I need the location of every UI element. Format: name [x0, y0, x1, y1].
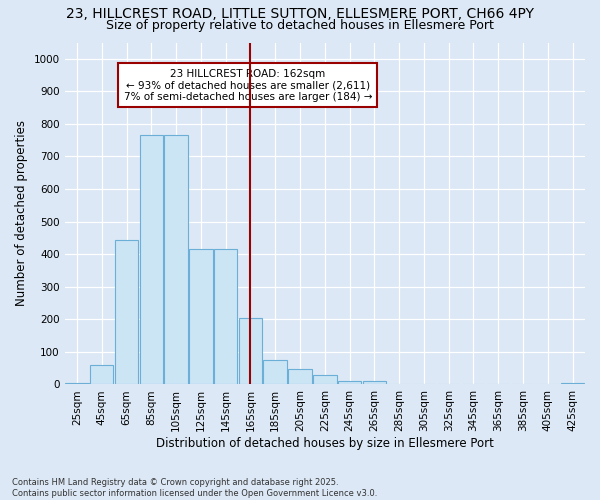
Bar	[115, 240, 138, 384]
Text: Contains HM Land Registry data © Crown copyright and database right 2025.
Contai: Contains HM Land Registry data © Crown c…	[12, 478, 377, 498]
Bar	[362, 381, 386, 384]
Bar	[65, 383, 89, 384]
Bar	[189, 250, 212, 384]
Bar	[239, 318, 262, 384]
X-axis label: Distribution of detached houses by size in Ellesmere Port: Distribution of detached houses by size …	[156, 437, 494, 450]
Bar	[338, 381, 361, 384]
Text: Size of property relative to detached houses in Ellesmere Port: Size of property relative to detached ho…	[106, 19, 494, 32]
Bar	[263, 360, 287, 384]
Bar	[140, 136, 163, 384]
Bar	[214, 250, 238, 384]
Text: 23, HILLCREST ROAD, LITTLE SUTTON, ELLESMERE PORT, CH66 4PY: 23, HILLCREST ROAD, LITTLE SUTTON, ELLES…	[66, 8, 534, 22]
Text: 23 HILLCREST ROAD: 162sqm
← 93% of detached houses are smaller (2,611)
7% of sem: 23 HILLCREST ROAD: 162sqm ← 93% of detac…	[124, 68, 372, 102]
Bar	[90, 365, 113, 384]
Bar	[164, 136, 188, 384]
Y-axis label: Number of detached properties: Number of detached properties	[15, 120, 28, 306]
Bar	[288, 369, 312, 384]
Bar	[313, 376, 337, 384]
